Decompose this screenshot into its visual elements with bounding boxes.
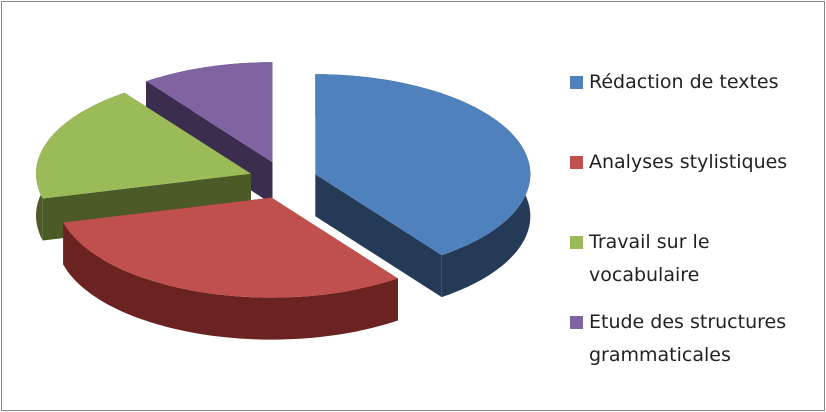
legend-label: Rédaction de textes xyxy=(589,71,779,93)
legend-label: Etude des structures grammaticales xyxy=(589,311,787,366)
legend-label: Travail sur le vocabulaire xyxy=(589,231,710,286)
slice xyxy=(36,92,251,199)
legend-swatch xyxy=(570,236,583,249)
legend-item: Etude des structures grammaticales xyxy=(570,306,820,372)
slice-side xyxy=(63,222,398,340)
legend-swatch xyxy=(570,316,583,329)
legend-item: Analyses stylistiques xyxy=(570,146,820,179)
slice xyxy=(315,74,531,256)
legend-item: Rédaction de textes xyxy=(570,66,820,99)
slice-side xyxy=(315,174,442,298)
slice xyxy=(63,197,398,298)
legend-swatch xyxy=(570,156,583,169)
legend-swatch xyxy=(570,76,583,89)
legend-item: Travail sur le vocabulaire xyxy=(570,226,820,292)
legend-label: Analyses stylistiques xyxy=(589,151,788,173)
slice xyxy=(146,62,273,163)
